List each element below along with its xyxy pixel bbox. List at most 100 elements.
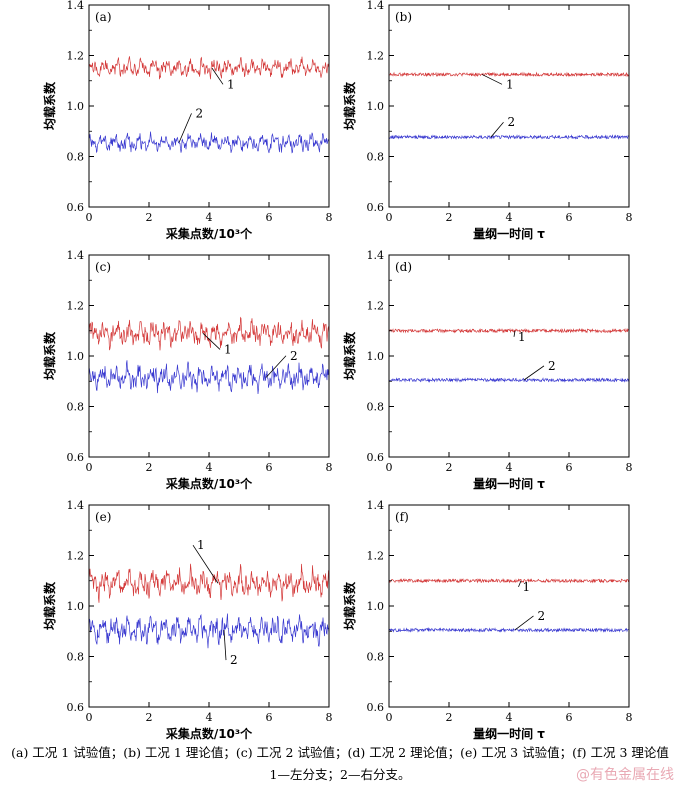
- annotation-leader: [490, 121, 504, 138]
- panel-c: 0 2 4 6 8 0.6 0.8 1.0 1.2 1.4 (c) 采集点数/10³个 均载系数 1 2: [42, 249, 333, 491]
- series-line-2: [388, 627, 630, 633]
- x-tick-label: 0: [86, 711, 93, 724]
- panel-b: 0 2 4 6 8 0.6 0.8 1.0 1.2 1.4 (b) 量纲一时间 τ 均载系数 1 2: [342, 0, 633, 241]
- plot-frame: [388, 4, 630, 208]
- annotation-label: 1: [227, 77, 235, 91]
- y-tick-label: 1.2: [367, 300, 385, 313]
- annotation-label: 1: [506, 77, 514, 91]
- series-line-1: [388, 327, 630, 334]
- x-tick-label: 2: [146, 461, 153, 474]
- annotation-leader: [513, 330, 516, 337]
- annotation-label: 1: [224, 342, 232, 356]
- series-line-1: [88, 316, 330, 351]
- y-tick-label: 0.8: [67, 401, 85, 414]
- annotation-leader: [202, 332, 221, 350]
- x-tick-label: 2: [446, 211, 453, 224]
- plot-frame: [388, 254, 630, 458]
- x-tick-label: 4: [206, 711, 213, 724]
- y-tick-label: 1.4: [67, 499, 85, 512]
- x-tick-label: 2: [446, 461, 453, 474]
- x-tick-label: 4: [206, 211, 213, 224]
- series-line-1: [388, 71, 630, 78]
- series-line-1: [388, 578, 630, 584]
- y-tick-label: 1.0: [67, 350, 85, 363]
- x-tick-label: 2: [146, 711, 153, 724]
- x-tick-label: 6: [266, 211, 273, 224]
- y-tick-label: 0.6: [367, 201, 385, 214]
- y-tick-label: 1.0: [367, 600, 385, 613]
- x-tick-label: 8: [626, 211, 633, 224]
- panel-label: (b): [395, 10, 412, 24]
- annotation-label: 2: [548, 359, 556, 373]
- y-axis-label: 均载系数: [42, 331, 57, 380]
- annotation-label: 2: [196, 106, 204, 120]
- y-tick-label: 1.0: [67, 600, 85, 613]
- caption-line-2: 1—左分支；2—右分支。: [269, 767, 411, 782]
- y-tick-label: 1.0: [367, 100, 385, 113]
- panel-label: (e): [95, 510, 111, 524]
- y-tick-label: 1.4: [67, 0, 85, 12]
- y-tick-label: 1.4: [67, 249, 85, 262]
- annotation-label: 2: [538, 609, 546, 623]
- panel-label: (f): [395, 510, 409, 524]
- watermark: @有色金属在线: [576, 767, 674, 783]
- x-axis-label: 量纲一时间 τ: [473, 226, 545, 241]
- y-tick-label: 0.8: [367, 151, 385, 164]
- y-tick-label: 0.8: [367, 401, 385, 414]
- y-tick-label: 1.2: [367, 50, 385, 63]
- panel-a: 0 2 4 6 8 0.6 0.8 1.0 1.2 1.4 (a) 采集点数/10³个 均载系数 1 2: [42, 0, 333, 241]
- annotation-leader: [265, 355, 287, 378]
- x-tick-label: 4: [506, 211, 513, 224]
- series-line-2: [88, 360, 330, 395]
- annotation-label: 2: [230, 653, 238, 667]
- y-tick-label: 1.4: [367, 249, 385, 262]
- y-tick-label: 0.6: [67, 701, 85, 714]
- x-tick-label: 4: [506, 711, 513, 724]
- x-tick-label: 0: [386, 461, 393, 474]
- x-tick-label: 8: [326, 211, 333, 224]
- panel-label: (d): [395, 260, 412, 274]
- panel-f: 0 2 4 6 8 0.6 0.8 1.0 1.2 1.4 (f) 量纲一时间 τ 均载系数 1 2: [342, 499, 633, 740]
- x-tick-label: 2: [446, 711, 453, 724]
- y-tick-label: 0.6: [367, 701, 385, 714]
- annotation-leader: [192, 544, 219, 584]
- annotation-leader: [223, 629, 227, 661]
- x-tick-label: 8: [626, 461, 633, 474]
- plot-frame: [88, 4, 330, 208]
- plot-frame: [388, 504, 630, 708]
- y-tick-label: 1.2: [67, 50, 85, 63]
- y-tick-label: 0.6: [67, 451, 85, 464]
- y-tick-label: 1.2: [67, 300, 85, 313]
- annotation-leader: [481, 74, 503, 85]
- annotation-leader: [523, 365, 545, 381]
- x-tick-label: 0: [86, 211, 93, 224]
- x-axis-label: 采集点数/10³个: [165, 726, 253, 740]
- x-tick-label: 8: [326, 461, 333, 474]
- y-tick-label: 1.2: [67, 550, 85, 563]
- panel-label: (c): [95, 260, 111, 274]
- x-tick-label: 0: [86, 461, 93, 474]
- annotation-leader: [514, 615, 534, 631]
- x-axis-label: 采集点数/10³个: [165, 476, 253, 491]
- y-tick-label: 0.8: [67, 151, 85, 164]
- y-axis-label: 均载系数: [342, 581, 357, 630]
- annotation-label: 1: [523, 580, 531, 594]
- y-tick-label: 0.8: [367, 651, 385, 664]
- y-tick-label: 1.4: [367, 0, 385, 12]
- x-tick-label: 2: [146, 211, 153, 224]
- y-tick-label: 0.6: [367, 451, 385, 464]
- y-tick-label: 1.0: [367, 350, 385, 363]
- annotation-label: 2: [290, 349, 298, 363]
- x-tick-label: 6: [566, 461, 573, 474]
- series-line-2: [88, 613, 330, 649]
- series-line-2: [88, 131, 330, 154]
- y-tick-label: 1.0: [67, 100, 85, 113]
- x-tick-label: 4: [206, 461, 213, 474]
- x-tick-label: 0: [386, 211, 393, 224]
- series-line-2: [388, 134, 630, 140]
- y-tick-label: 0.6: [67, 201, 85, 214]
- x-axis-label: 量纲一时间 τ: [473, 476, 545, 491]
- caption-line-1: (a) 工况 1 试验值；(b) 工况 1 理论值；(c) 工况 2 试验值；(…: [11, 745, 669, 760]
- y-tick-label: 0.8: [67, 651, 85, 664]
- annotation-label: 1: [518, 330, 526, 344]
